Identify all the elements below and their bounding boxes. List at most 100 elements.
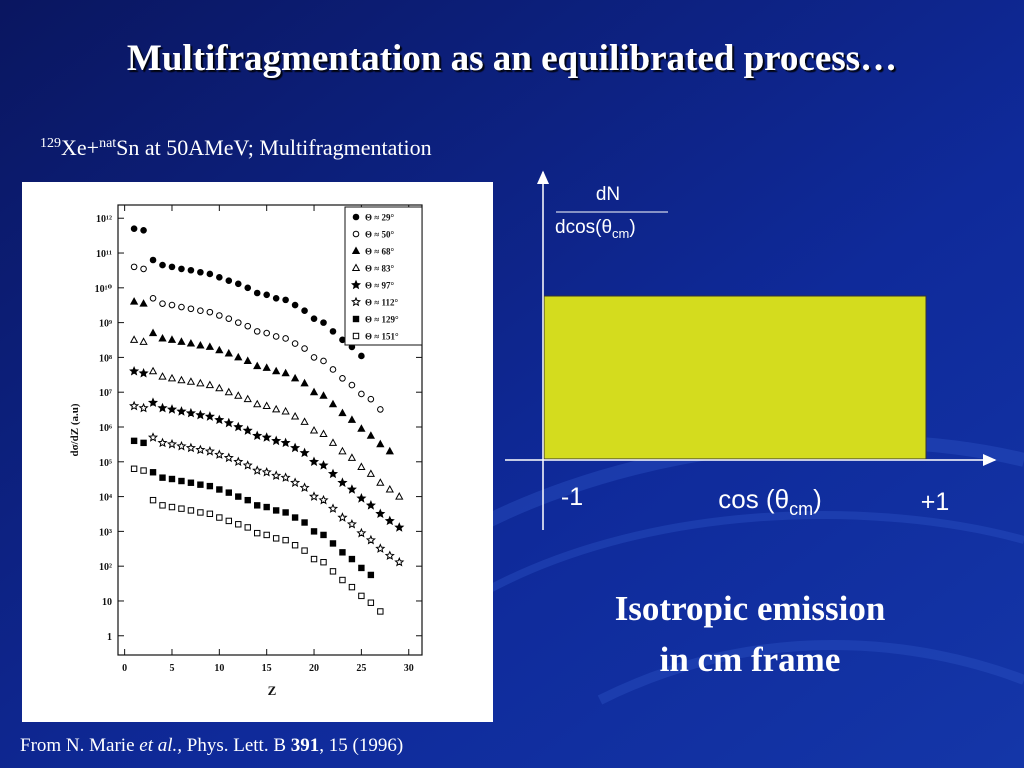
citation-part: 391 <box>291 735 320 756</box>
x-label-close: ) <box>813 484 822 514</box>
data-point <box>329 540 337 547</box>
data-point <box>356 527 367 538</box>
data-point <box>358 592 365 600</box>
data-point <box>254 529 261 537</box>
data-point <box>234 391 243 399</box>
x-tick-label: 5 <box>169 663 174 674</box>
data-point <box>225 517 233 525</box>
data-point <box>377 608 384 615</box>
data-point <box>206 510 214 518</box>
data-point <box>187 305 195 313</box>
data-point <box>347 415 357 423</box>
data-point <box>337 512 348 522</box>
data-point <box>367 599 375 606</box>
data-point <box>366 469 376 477</box>
data-point <box>263 329 270 337</box>
data-point <box>225 277 233 285</box>
data-point <box>348 555 356 563</box>
data-point <box>290 442 301 453</box>
data-point <box>300 417 309 425</box>
x-tick-label: 15 <box>262 663 272 674</box>
data-point <box>301 307 308 314</box>
data-point <box>177 337 186 345</box>
data-point <box>290 411 300 420</box>
data-point <box>235 521 242 528</box>
data-point <box>197 509 204 516</box>
data-point <box>204 445 215 456</box>
data-point <box>139 299 148 307</box>
data-point <box>254 502 261 509</box>
data-point <box>158 372 167 380</box>
data-point <box>272 366 281 375</box>
data-point <box>197 481 204 488</box>
isotropic-distribution <box>543 295 927 460</box>
data-point <box>187 479 195 486</box>
data-point <box>149 496 157 504</box>
data-point <box>319 429 328 437</box>
data-point <box>301 547 308 554</box>
denominator-close: ) <box>629 217 635 238</box>
data-point <box>234 352 243 361</box>
legend-label: Θ ≈ 129° <box>365 315 399 325</box>
data-point <box>158 333 167 342</box>
y-tick-label: 10⁷ <box>99 388 112 399</box>
data-point <box>384 515 395 526</box>
data-point <box>225 489 233 496</box>
data-point <box>243 394 252 403</box>
data-point <box>178 303 185 311</box>
data-point <box>129 297 139 305</box>
data-point <box>197 307 204 314</box>
data-point <box>235 493 242 500</box>
data-point <box>147 397 159 407</box>
y-tick-label: 10¹¹ <box>96 249 112 260</box>
subtitle-rest: Sn at 50AMeV; Multifragmentation <box>116 135 432 160</box>
subtitle: 129Xe+natSn at 50AMeV; Multifragmentatio… <box>40 135 432 160</box>
data-point <box>176 406 187 416</box>
data-point <box>157 402 168 413</box>
citation-part: , 15 (1996) <box>319 735 403 756</box>
data-point <box>310 555 318 563</box>
legend-marker <box>352 332 360 340</box>
data-point <box>206 308 214 316</box>
data-point <box>367 395 375 403</box>
data-point <box>167 373 177 382</box>
data-point <box>271 470 282 480</box>
data-point <box>358 390 365 398</box>
data-point <box>338 408 347 417</box>
data-point <box>263 291 270 299</box>
subtitle-projectile: Xe+ <box>61 135 99 160</box>
data-point <box>166 438 178 449</box>
y-label-numerator: dN <box>596 184 620 205</box>
data-point <box>244 284 252 292</box>
subtitle-nat: nat <box>99 136 116 151</box>
data-point <box>138 402 149 413</box>
data-point <box>329 366 337 373</box>
data-point <box>328 399 338 408</box>
data-point <box>357 462 366 470</box>
data-point <box>339 549 346 556</box>
data-point <box>252 430 263 441</box>
x-axis-label: Z <box>268 683 277 698</box>
data-point <box>253 399 262 408</box>
data-point <box>320 357 327 365</box>
y-axis-label: dσ/dZ (a.u) <box>69 403 81 456</box>
legend-marker <box>352 213 360 221</box>
citation-part: From N. Marie <box>20 735 139 756</box>
data-point <box>309 426 319 434</box>
data-point <box>149 294 157 302</box>
data-point <box>129 366 140 376</box>
x-label-sub: cm <box>789 499 813 519</box>
data-point <box>282 335 289 342</box>
legend-marker <box>352 315 360 323</box>
data-point <box>129 335 139 343</box>
data-point <box>282 536 289 544</box>
legend-label: Θ ≈ 112° <box>365 298 398 308</box>
data-point <box>318 460 329 470</box>
data-point <box>185 407 196 418</box>
y-tick-label: 10⁵ <box>99 458 112 469</box>
data-point <box>301 345 308 352</box>
data-point <box>167 335 177 343</box>
data-point <box>166 404 178 414</box>
data-point <box>149 256 157 264</box>
data-point <box>357 424 366 432</box>
